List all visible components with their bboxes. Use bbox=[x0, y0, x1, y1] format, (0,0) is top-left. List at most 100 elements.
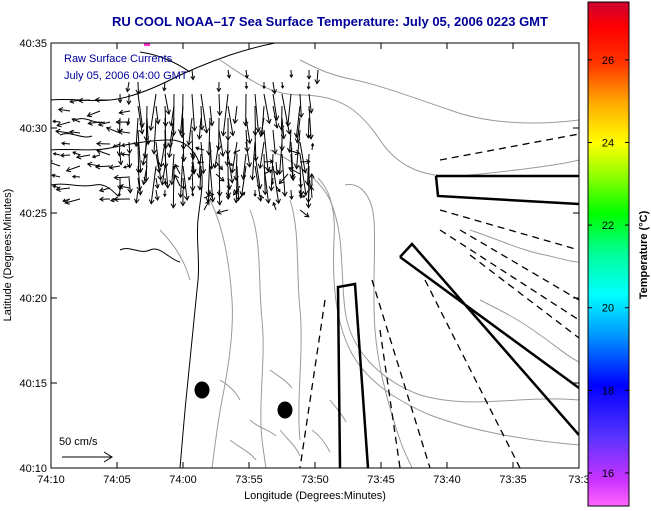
current-arrow bbox=[263, 129, 271, 172]
current-arrow bbox=[71, 174, 81, 179]
current-arrow bbox=[298, 93, 304, 119]
current-arrow bbox=[64, 198, 81, 205]
current-arrow bbox=[197, 165, 203, 191]
current-arrow bbox=[196, 117, 203, 140]
current-arrow bbox=[56, 121, 71, 128]
current-arrow bbox=[299, 195, 306, 199]
colorbar-tick-label: 16 bbox=[602, 468, 614, 480]
current-arrow bbox=[91, 154, 101, 159]
current-arrow bbox=[113, 196, 131, 203]
current-arrow bbox=[95, 140, 111, 147]
colorbar-tick-label: 18 bbox=[602, 385, 614, 397]
current-arrow bbox=[216, 189, 223, 206]
current-arrow bbox=[163, 177, 168, 186]
current-arrow bbox=[195, 146, 205, 151]
current-arrow bbox=[72, 151, 81, 156]
current-arrow bbox=[253, 189, 257, 197]
y-tick-label: 40:15 bbox=[19, 378, 47, 390]
current-arrow bbox=[287, 149, 301, 156]
current-arrow bbox=[274, 161, 280, 176]
x-tick-label: 73:35 bbox=[499, 474, 527, 486]
station-marker bbox=[194, 381, 210, 399]
coastline bbox=[51, 43, 276, 468]
scale-label: 50 cm/s bbox=[59, 436, 98, 448]
current-arrow bbox=[118, 109, 131, 115]
current-arrow bbox=[108, 164, 121, 170]
current-arrow bbox=[216, 93, 223, 117]
current-arrow bbox=[308, 172, 315, 187]
current-arrow bbox=[115, 119, 131, 125]
current-arrow bbox=[245, 141, 252, 168]
current-arrow bbox=[262, 81, 266, 90]
current-arrow bbox=[162, 81, 167, 92]
current-arrow bbox=[289, 153, 296, 180]
current-arrow bbox=[166, 129, 175, 159]
y-tick-label: 40:20 bbox=[19, 293, 47, 305]
colorbar-tick-label: 24 bbox=[602, 137, 614, 149]
current-arrow bbox=[200, 141, 207, 175]
current-arrow bbox=[62, 198, 71, 203]
current-arrow bbox=[298, 177, 303, 189]
current-arrow bbox=[263, 165, 271, 204]
current-arrow bbox=[98, 196, 111, 202]
colorbar-label: Temperature (°C) bbox=[638, 210, 650, 299]
current-arrow bbox=[170, 165, 177, 209]
current-arrow bbox=[118, 153, 124, 166]
current-arrow bbox=[196, 160, 205, 165]
current-arrow bbox=[190, 149, 196, 161]
current-arrow bbox=[125, 81, 131, 93]
current-arrow bbox=[272, 165, 281, 205]
current-arrow bbox=[226, 177, 232, 191]
transect-boxes bbox=[336, 174, 579, 468]
current-arrow bbox=[177, 153, 184, 199]
current-arrow bbox=[270, 177, 275, 185]
current-arrow bbox=[94, 163, 111, 170]
x-axis: 74:10 74:05 74:00 73:55 73:50 73:45 73:40 73:35… bbox=[37, 43, 590, 486]
current-arrow bbox=[263, 159, 275, 164]
station-marker bbox=[277, 401, 293, 419]
y-tick-label: 40:10 bbox=[19, 463, 47, 475]
x-axis-label: Longitude (Degrees:Minutes) bbox=[244, 490, 386, 502]
current-arrow bbox=[289, 69, 294, 79]
current-arrow bbox=[69, 98, 81, 104]
current-arrow bbox=[225, 189, 231, 201]
current-arrow bbox=[61, 141, 71, 146]
current-arrow bbox=[299, 141, 308, 174]
current-arrow bbox=[239, 191, 246, 199]
x-tick-label: 73:3 bbox=[568, 474, 589, 486]
current-arrow bbox=[120, 152, 131, 157]
current-arrow bbox=[96, 148, 111, 156]
current-arrow bbox=[71, 118, 81, 123]
current-arrow bbox=[55, 186, 71, 192]
current-arrow bbox=[126, 93, 132, 106]
x-tick-label: 74:00 bbox=[169, 474, 197, 486]
current-arrow bbox=[55, 128, 71, 135]
current-arrow bbox=[133, 189, 140, 204]
colorbar-tick-label: 26 bbox=[602, 55, 614, 67]
survey-lines bbox=[299, 133, 579, 468]
current-arrow bbox=[127, 177, 133, 194]
current-arrow bbox=[122, 165, 131, 169]
current-arrow bbox=[305, 189, 312, 204]
current-arrow bbox=[216, 81, 222, 93]
current-arrow bbox=[75, 153, 91, 160]
current-arrow bbox=[140, 141, 148, 166]
current-arrow bbox=[117, 189, 121, 197]
current-arrow bbox=[203, 200, 210, 211]
current-arrow bbox=[308, 185, 315, 199]
x-tick-label: 73:55 bbox=[235, 474, 263, 486]
current-arrow bbox=[148, 93, 157, 132]
current-arrow bbox=[191, 189, 195, 197]
overlay-line1: Raw Surface Currents bbox=[64, 53, 173, 65]
current-arrow bbox=[52, 119, 61, 124]
current-arrow bbox=[263, 93, 272, 125]
current-arrow bbox=[215, 173, 225, 182]
current-arrow bbox=[126, 153, 133, 169]
current-arrow bbox=[203, 193, 215, 199]
current-arrow bbox=[254, 93, 261, 133]
y-tick-label: 40:25 bbox=[19, 208, 47, 220]
current-arrow bbox=[59, 153, 71, 158]
current-arrow bbox=[154, 189, 160, 202]
current-arrow bbox=[126, 117, 130, 126]
